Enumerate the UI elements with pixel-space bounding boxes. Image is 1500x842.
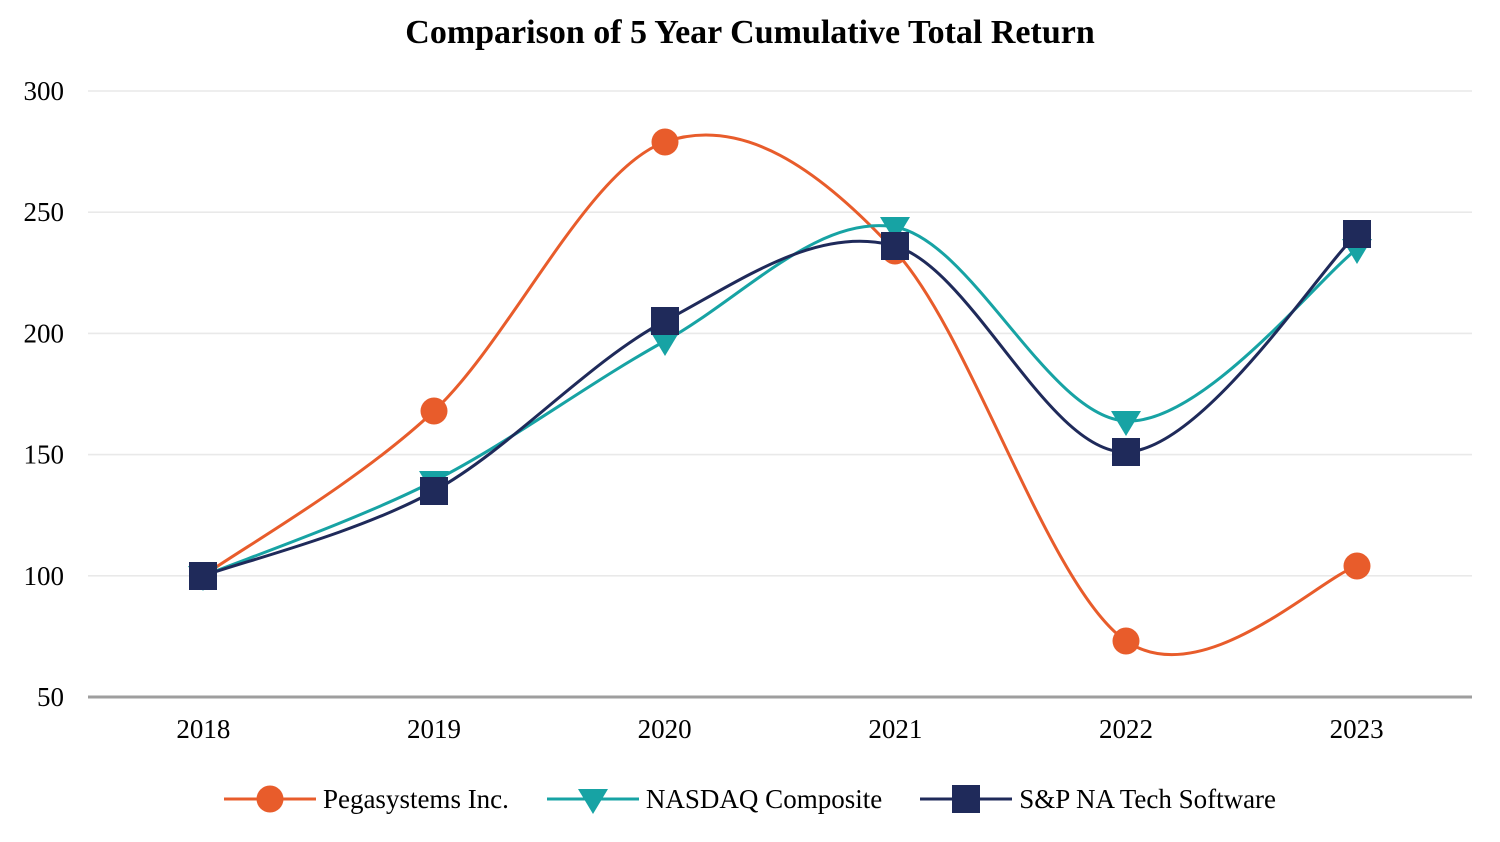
- x-tick-label: 2023: [1330, 714, 1384, 744]
- square-marker: [881, 232, 909, 260]
- legend-marker: [256, 785, 284, 813]
- square-legend-icon: [920, 785, 1013, 813]
- circle-marker: [1112, 627, 1140, 655]
- circle-legend-icon: [223, 785, 316, 813]
- y-tick-label: 200: [24, 318, 65, 348]
- triangle-down-marker: [650, 331, 680, 356]
- series-nasdaq-composite: [188, 217, 1372, 591]
- legend-item-pegasystems-inc-: Pegasystems Inc.: [223, 781, 509, 817]
- y-tick-label: 150: [24, 440, 65, 470]
- y-tick-label: 50: [37, 682, 64, 712]
- y-tick-label: 100: [24, 561, 65, 591]
- triangle-down-legend-icon: [546, 789, 639, 814]
- series-s-p-na-tech-software: [189, 220, 1371, 590]
- circle-marker: [651, 128, 679, 156]
- square-marker: [1112, 438, 1140, 466]
- triangle-down-marker: [880, 217, 910, 242]
- x-tick-label: 2020: [638, 714, 692, 744]
- x-tick-label: 2021: [868, 714, 922, 744]
- circle-marker: [420, 397, 448, 425]
- series-line: [202, 232, 1359, 578]
- plot-area: 50 100 150 200 250 300 2018 2019 2020 2021 2022 202…: [24, 76, 1472, 744]
- legend-item-s-p-na-tech-software: S&P NA Tech Software: [920, 781, 1276, 817]
- square-marker: [1343, 220, 1371, 248]
- chart-title: Comparison of 5 Year Cumulative Total Re…: [405, 14, 1095, 51]
- x-tick-label: 2018: [176, 714, 230, 744]
- square-marker: [189, 562, 217, 590]
- y-tick-label: 300: [24, 76, 65, 106]
- triangle-down-marker: [1111, 411, 1141, 436]
- legend: Pegasystems Inc. NASDAQ Composite S&P NA T…: [0, 770, 1500, 828]
- legend-item-nasdaq-composite: NASDAQ Composite: [546, 781, 883, 817]
- x-tick-label: 2022: [1099, 714, 1153, 744]
- square-marker: [420, 477, 448, 505]
- series-line: [202, 224, 1358, 578]
- circle-marker: [1343, 552, 1371, 580]
- legend-label: S&P NA Tech Software: [1019, 783, 1277, 814]
- legend-marker: [577, 789, 608, 814]
- legend-marker: [952, 785, 981, 813]
- legend-label: NASDAQ Composite: [645, 783, 883, 814]
- x-tick-label: 2019: [407, 714, 461, 744]
- legend-label: Pegasystems Inc.: [322, 783, 509, 814]
- y-tick-label: 250: [24, 197, 65, 227]
- square-marker: [651, 307, 679, 335]
